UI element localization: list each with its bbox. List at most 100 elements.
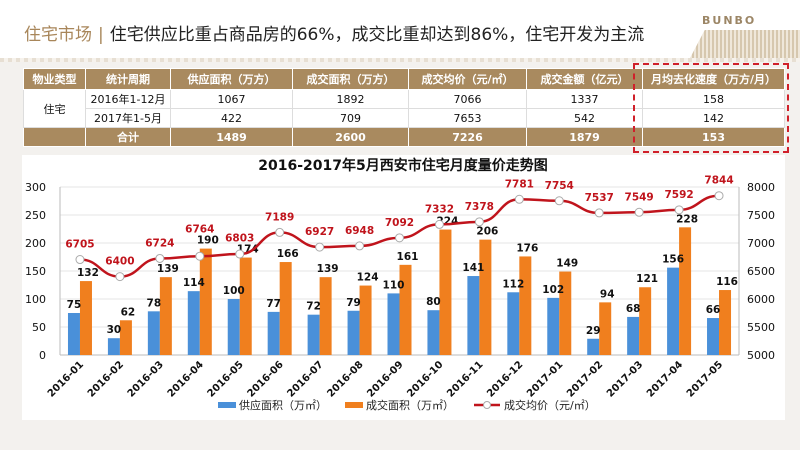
sales-label: 190: [197, 235, 219, 247]
bar-sales: [639, 287, 652, 355]
x-tick-label: 2016-01: [46, 359, 86, 399]
price-label: 6724: [145, 237, 174, 249]
supply-label: 75: [67, 299, 82, 311]
y-right-tick: 6000: [747, 293, 775, 306]
y-left-tick: 250: [25, 209, 46, 222]
price-label: 7378: [465, 201, 494, 213]
y-right-tick: 5000: [747, 349, 775, 362]
table-cell: 1337: [526, 89, 643, 109]
x-tick-label: 2016-05: [206, 359, 246, 399]
supply-label: 78: [147, 297, 162, 309]
bar-supply: [707, 318, 720, 355]
supply-label: 114: [183, 277, 205, 289]
table-cell: 422: [170, 108, 293, 128]
bar-sales: [319, 277, 332, 355]
price-point: [315, 242, 325, 252]
x-tick-label: 2017-03: [605, 359, 645, 399]
table-cell: 142: [642, 108, 785, 128]
sales-label: 132: [77, 267, 99, 279]
x-tick-label: 2016-07: [286, 359, 326, 399]
bar-supply: [427, 310, 440, 355]
supply-label: 100: [223, 285, 245, 297]
price-point: [155, 253, 165, 263]
price-label: 6764: [185, 224, 214, 236]
x-tick-label: 2016-08: [325, 359, 365, 399]
price-label: 7092: [385, 217, 414, 229]
page-title: 住宅市场 | 住宅供应比重占商品房的66%，成交比重却达到86%，住宅开发为主流: [24, 20, 644, 45]
sales-label: 228: [676, 213, 698, 225]
sales-label: 206: [476, 226, 498, 238]
bar-supply: [627, 316, 640, 355]
table-cell: 542: [526, 108, 643, 128]
price-point: [395, 233, 404, 243]
supply-label: 141: [462, 262, 484, 274]
x-tick-label: 2017-01: [525, 359, 565, 399]
type-cell: 住宅: [23, 89, 86, 128]
legend-marker-price: [483, 401, 491, 409]
x-tick-label: 2017-04: [645, 359, 685, 399]
price-point: [235, 249, 245, 259]
total-cell: 1879: [526, 127, 643, 147]
bar-supply: [667, 267, 680, 355]
sales-label: 139: [317, 263, 339, 275]
bar-sales: [599, 302, 612, 355]
supply-label: 156: [662, 254, 684, 266]
legend-price: 成交均价（元/㎡）: [504, 398, 596, 412]
sales-label: 176: [516, 242, 538, 254]
column-header: 成交面积（万方）: [292, 68, 409, 90]
bar-sales: [239, 257, 252, 355]
bar-supply: [187, 291, 200, 355]
price-label: 7549: [625, 191, 654, 203]
bar-supply: [587, 338, 600, 355]
price-label: 6705: [65, 239, 94, 251]
table-cell: 1067: [170, 89, 293, 109]
chart-title: 2016-2017年5月西安市住宅月度量价走势图: [258, 157, 547, 174]
column-header: 供应面积（万方）: [170, 68, 293, 90]
y-left-tick: 0: [39, 349, 46, 362]
legend-swatch-supply: [218, 402, 236, 408]
bar-sales: [719, 290, 732, 355]
y-left-tick: 50: [32, 321, 46, 334]
sales-label: 62: [121, 306, 136, 318]
table-cell: 709: [292, 108, 409, 128]
total-label: 合计: [85, 127, 171, 147]
price-label: 7189: [265, 211, 294, 223]
bar-sales: [479, 239, 492, 355]
section-title: 住宅市场: [24, 25, 92, 45]
y-left-tick: 100: [25, 293, 46, 306]
price-point: [474, 217, 484, 227]
supply-label: 29: [586, 325, 601, 337]
supply-label: 79: [346, 297, 361, 309]
bar-sales: [519, 256, 532, 355]
x-tick-label: 2016-11: [445, 359, 485, 399]
table-cell: 2016年1-12月: [85, 89, 171, 109]
price-point: [115, 272, 125, 282]
price-point: [434, 219, 444, 229]
bar-sales: [199, 248, 212, 355]
price-point: [75, 255, 85, 265]
sales-label: 149: [556, 258, 578, 270]
x-tick-label: 2016-03: [126, 359, 166, 399]
logo: BUNBO: [702, 14, 757, 27]
x-tick-label: 2016-09: [365, 359, 405, 399]
y-left-tick: 300: [25, 181, 46, 194]
price-label: 7332: [425, 203, 454, 215]
legend-supply: 供应面积（万㎡）: [239, 398, 327, 412]
bar-sales: [399, 264, 412, 355]
sales-label: 121: [636, 273, 658, 285]
price-label: 7592: [664, 189, 693, 201]
y-left-tick: 200: [25, 237, 46, 250]
sales-label: 166: [277, 248, 299, 260]
x-tick-label: 2017-02: [565, 359, 605, 399]
supply-label: 110: [383, 279, 405, 291]
price-label: 7537: [585, 192, 614, 204]
highlight-box: [633, 63, 789, 153]
table-header: 物业类型 统计周期 供应面积（万方） 成交面积（万方） 成交均价（元/㎡） 成交金额（亿元…: [23, 68, 785, 90]
legend-swatch-sales: [345, 402, 363, 408]
bar-supply: [347, 310, 360, 355]
x-tick-label: 2016-12: [485, 359, 525, 399]
price-point: [355, 241, 365, 251]
price-point: [554, 196, 564, 206]
total-cell: 7226: [408, 127, 527, 147]
bar-supply: [307, 314, 320, 355]
